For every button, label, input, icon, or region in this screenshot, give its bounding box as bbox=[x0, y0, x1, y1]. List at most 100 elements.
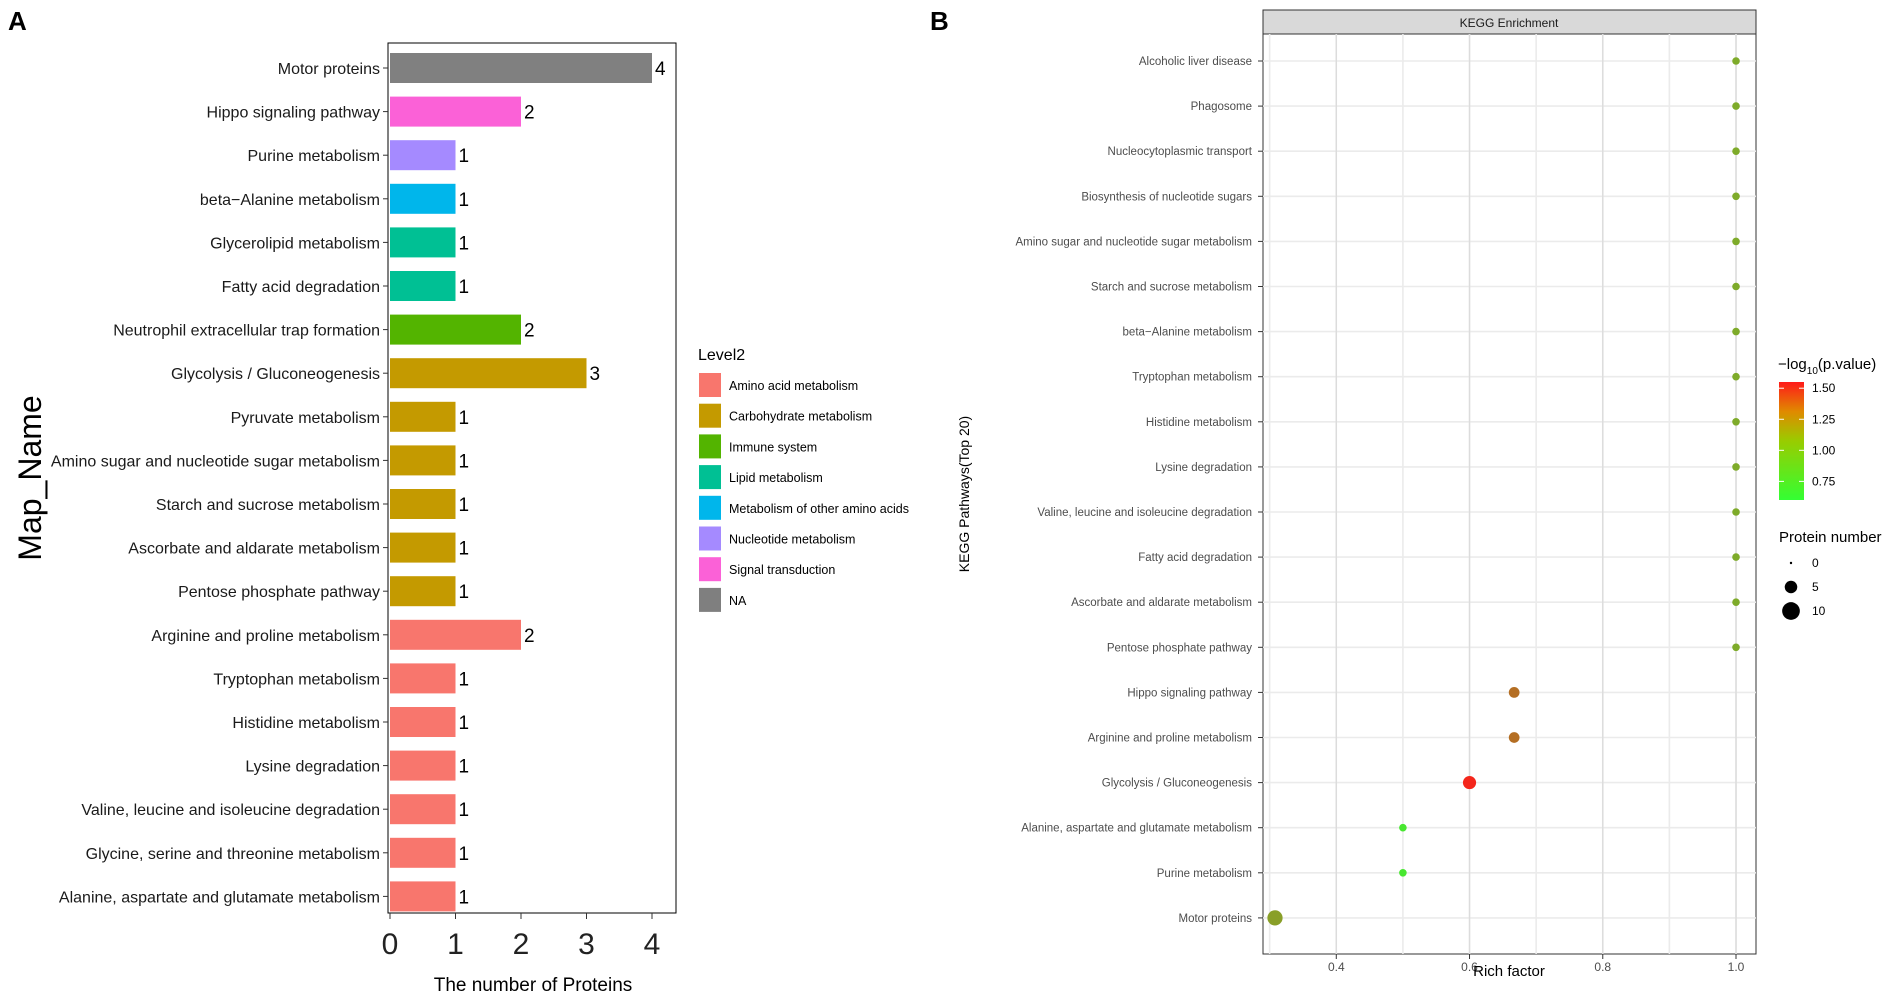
dot-category-label: Amino sugar and nucleotide sugar metabol… bbox=[1015, 236, 1252, 248]
bar-value-label: 1 bbox=[459, 800, 470, 821]
dot-category-label: Starch and sucrose metabolism bbox=[1091, 282, 1252, 294]
legend-label: Immune system bbox=[729, 440, 817, 454]
bar bbox=[390, 227, 456, 258]
bar-category-label: Arginine and proline metabolism bbox=[151, 628, 380, 645]
bar-chart: Motor proteins Hippo signaling pathway Pur… bbox=[12, 42, 909, 996]
legend-swatch bbox=[699, 587, 721, 612]
bar-value-label: 1 bbox=[459, 277, 470, 298]
size-legend-dot bbox=[1789, 561, 1793, 565]
bar-value-label: 1 bbox=[459, 233, 470, 254]
bar-plot-frame bbox=[387, 42, 677, 914]
color-bar-tick-label: 1.25 bbox=[1812, 412, 1836, 426]
bar-category-labels: Motor proteins Hippo signaling pathway Pur… bbox=[51, 61, 388, 906]
bar bbox=[390, 271, 456, 301]
dot-category-label: Histidine metabolism bbox=[1146, 417, 1252, 429]
dot-category-label: Fatty acid degradation bbox=[1138, 552, 1252, 564]
bar bbox=[390, 445, 456, 476]
bar bbox=[390, 489, 456, 519]
color-bar-tick-label: 1.00 bbox=[1812, 443, 1836, 457]
bar-category-label: Starch and sucrose metabolism bbox=[156, 497, 380, 514]
dot-x-tick-label: 0.4 bbox=[1328, 960, 1345, 974]
dot-category-label: Nucleocytoplasmic transport bbox=[1108, 146, 1253, 158]
bar bbox=[390, 707, 456, 737]
bar bbox=[390, 619, 521, 650]
bar bbox=[390, 314, 521, 345]
bar-x-tick-label: 2 bbox=[513, 928, 530, 961]
bar-category-label: Alanine, aspartate and glutamate metabol… bbox=[59, 889, 380, 906]
dot-category-label: Purine metabolism bbox=[1157, 868, 1252, 880]
bar-category-label: Glycine, serine and threonine metabolism bbox=[86, 846, 380, 863]
dot-point bbox=[1508, 732, 1520, 743]
bar-value-label: 2 bbox=[524, 626, 535, 647]
bar-category-label: beta−Alanine metabolism bbox=[200, 192, 380, 209]
bar-legend-title: Level2 bbox=[698, 347, 745, 364]
bar-category-label: Glycerolipid metabolism bbox=[210, 235, 380, 252]
dot-x-axis: 0.4 0.6 0.8 1.0 bbox=[1328, 954, 1745, 974]
bar bbox=[390, 183, 456, 214]
dot-gridlines bbox=[1263, 34, 1756, 954]
dot-category-label: Motor proteins bbox=[1178, 913, 1252, 925]
legend-swatch bbox=[699, 465, 721, 490]
dot-category-label: Arginine and proline metabolism bbox=[1088, 733, 1252, 745]
dot-category-label: Phagosome bbox=[1191, 101, 1252, 113]
dot-point bbox=[1732, 147, 1740, 155]
bar-x-tick-label: 1 bbox=[447, 928, 464, 961]
dot-point bbox=[1732, 282, 1740, 291]
bar-value-label: 1 bbox=[459, 495, 470, 516]
bar-category-label: Fatty acid degradation bbox=[222, 279, 380, 296]
dot-point bbox=[1732, 327, 1740, 336]
color-bar-tick-label: 1.50 bbox=[1812, 381, 1836, 395]
bar-x-tick-label: 4 bbox=[644, 928, 661, 961]
legend-label: Nucleotide metabolism bbox=[729, 533, 855, 547]
dot-y-axis-title: KEGG Pathways(Top 20) bbox=[956, 416, 972, 572]
dot-point bbox=[1732, 237, 1740, 246]
size-legend-dot bbox=[1784, 580, 1798, 594]
bar bbox=[390, 794, 456, 825]
bar bbox=[390, 576, 456, 607]
dot-category-label: Biosynthesis of nucleotide sugars bbox=[1081, 191, 1252, 203]
dot-x-tick-label: 0.6 bbox=[1461, 960, 1478, 974]
panel-label-a: A bbox=[8, 6, 27, 36]
legend-label: NA bbox=[729, 594, 747, 608]
dot-point bbox=[1399, 869, 1407, 877]
bar-y-axis-title: Map_Name bbox=[12, 395, 48, 560]
dot-x-tick-label: 0.8 bbox=[1594, 960, 1611, 974]
dot-point bbox=[1732, 57, 1740, 65]
bar-x-tick-label: 3 bbox=[578, 928, 595, 961]
legend-label: Lipid metabolism bbox=[729, 471, 823, 485]
legend-label: Metabolism of other amino acids bbox=[729, 502, 909, 516]
legend-label: Amino acid metabolism bbox=[729, 379, 858, 393]
bar bbox=[390, 663, 456, 694]
bar-value-label: 1 bbox=[459, 190, 470, 211]
dot-plot-panel bbox=[1262, 33, 1757, 955]
dot-category-labels: Alcoholic liver disease Phagosome Nucleocy… bbox=[1015, 56, 1263, 925]
bar-category-label: Valine, leucine and isoleucine degradati… bbox=[81, 802, 380, 819]
dot-category-label: Alanine, aspartate and glutamate metabol… bbox=[1021, 823, 1252, 835]
dot-points bbox=[1267, 57, 1740, 926]
bar-category-label: Motor proteins bbox=[278, 61, 380, 78]
bar-value-label: 3 bbox=[590, 364, 601, 385]
size-legend-title: Protein number bbox=[1779, 529, 1882, 546]
bar-x-tick-label: 0 bbox=[382, 928, 399, 961]
bar bbox=[390, 140, 456, 171]
dot-category-label: Pentose phosphate pathway bbox=[1107, 642, 1252, 654]
bar-data-labels: 4 2 1 1 1 1 2 3 1 1 1 1 1 2 1 1 1 1 1 1 bbox=[459, 59, 667, 908]
bar-category-label: Glycolysis / Gluconeogenesis bbox=[171, 366, 380, 383]
legend-swatch bbox=[699, 434, 721, 459]
panel-label-b: B bbox=[930, 6, 949, 36]
legend-label: Signal transduction bbox=[729, 563, 835, 577]
bar-category-label: Pentose phosphate pathway bbox=[178, 584, 380, 601]
dot-point bbox=[1508, 687, 1520, 698]
bar-value-label: 1 bbox=[459, 757, 470, 778]
color-legend-title-prefix: −log bbox=[1778, 356, 1807, 373]
dot-size-legend: Protein number 0 5 10 bbox=[1779, 529, 1882, 620]
bar-category-label: Ascorbate and aldarate metabolism bbox=[128, 541, 380, 558]
bar-category-label: Purine metabolism bbox=[248, 148, 381, 165]
color-legend-title: −log10(p.value) bbox=[1778, 356, 1876, 377]
dot-category-label: Tryptophan metabolism bbox=[1132, 372, 1252, 384]
color-legend-title-sub: 10 bbox=[1807, 366, 1819, 377]
bar-value-label: 2 bbox=[524, 103, 535, 124]
legend-swatch bbox=[699, 557, 721, 582]
dot-point bbox=[1267, 910, 1283, 926]
